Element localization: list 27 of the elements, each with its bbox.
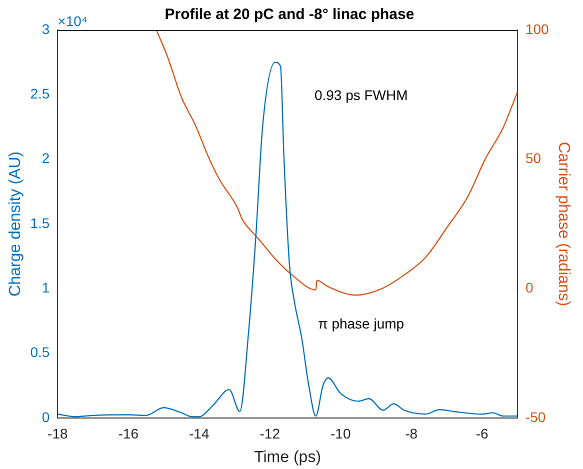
y2-axis-title: Carrier phase (radians) — [554, 142, 572, 306]
annotation: π phase jump — [318, 316, 404, 332]
x-tick-label: -14 — [189, 425, 210, 442]
x-tick-label: -6 — [476, 425, 489, 442]
y-tick-label: 2 — [42, 150, 50, 166]
y2-tick-label: 100 — [525, 20, 550, 37]
x-tick-label: -16 — [118, 425, 139, 442]
y-tick-label: 1 — [42, 280, 50, 296]
y-tick-label: 2.5 — [30, 86, 50, 102]
y-tick-label: 0 — [42, 408, 50, 425]
x-tick-label: -8 — [405, 425, 418, 442]
x-tick-label: -12 — [260, 425, 280, 442]
text: ×10⁴ — [58, 12, 88, 29]
y2-tick-label: 50 — [525, 150, 542, 166]
annotation: 0.93 ps FWHM — [314, 86, 408, 103]
y-tick-label: 1.5 — [30, 214, 50, 231]
y-tick-label: 0.5 — [30, 344, 50, 360]
x-tick-label: -10 — [330, 425, 351, 442]
x-axis-title: Time (ps) — [254, 448, 322, 466]
y-axis-title: Charge density (AU) — [7, 152, 24, 296]
y-tick-label: 3 — [42, 20, 50, 37]
line-series — [156, 30, 518, 296]
line-series — [58, 62, 518, 418]
chart-title: Profile at 20 pC and -8° linac phase — [164, 6, 414, 24]
x-tick-label: -18 — [48, 425, 68, 442]
y2-tick-label: 0 — [525, 280, 534, 296]
y2-tick-label: -50 — [525, 408, 546, 425]
